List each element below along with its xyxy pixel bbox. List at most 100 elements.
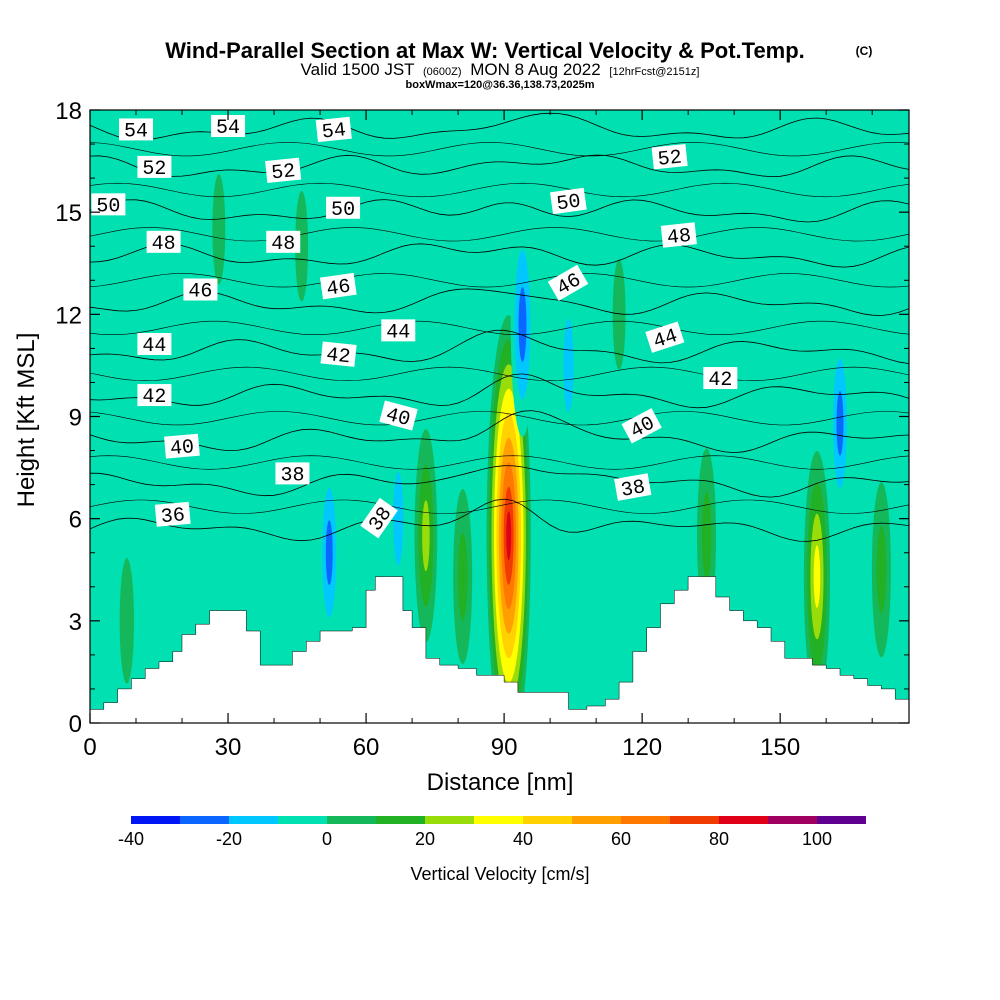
contour-label-box [183,278,218,301]
colorbar-tick-label: 100 [802,829,832,849]
isentrope-52 [90,154,909,178]
velocity-band [518,287,527,362]
contour-label-box [211,115,246,138]
contour-label: 52 [651,143,688,172]
contour-label: 50 [550,187,587,216]
y-tick-label: 9 [69,405,82,432]
contour-label-box [154,501,191,527]
terrain [90,576,909,723]
y-tick-label: 18 [55,98,82,125]
velocity-band [212,173,226,285]
isentrope-50 [90,199,909,223]
contour-label: 54 [315,116,352,145]
contour-label: 38 [614,473,652,503]
colorbar-swatch [180,816,229,824]
contour-label-box [621,408,662,444]
velocity-band [119,558,134,684]
contour-label-box [614,473,652,501]
contour-label-box [703,367,738,390]
colorbar-swatch [670,816,719,824]
colorbar: -40 -20 0 20 40 60 80 100 [118,816,866,849]
y-tick-label: 0 [69,711,82,738]
contour-label: 52 [137,155,172,181]
contour-label-text: 54 [216,117,240,140]
contour-label-box [137,332,172,355]
contour-label-text: 42 [142,386,166,409]
x-tick-label: 90 [491,734,518,761]
y-tick-label: 6 [69,507,82,534]
contour-label-text: 38 [619,476,647,503]
velocity-band [612,259,626,370]
velocity-band [457,532,468,621]
velocity-band [563,318,574,413]
colorbar-swatch [327,816,376,824]
velocity-band [542,115,558,241]
contour-label-text: 42 [325,344,351,369]
velocity-field [119,115,891,723]
contour-label: 50 [91,193,126,218]
y-tick-label: 12 [55,302,82,329]
colorbar-swatch [768,816,817,824]
isentrope-minor [90,320,909,335]
valid-prefix: Valid 1500 JST [301,60,415,79]
chart-title-suffix: (C) [856,44,873,58]
colorbar-swatch [817,816,866,824]
contour-label-box [547,264,589,301]
isentrope-44 [90,329,909,364]
velocity-band [393,472,404,566]
colorbar-swatch [425,816,474,824]
chart-title: Wind-Parallel Section at Max W: Vertical… [165,38,805,63]
contour-label: 36 [154,501,191,529]
contour-label-box [164,433,200,459]
contour-label: 44 [381,319,416,344]
contour-label-text: 46 [188,280,212,303]
velocity-band [745,217,760,344]
contour-label-text: 42 [708,369,732,392]
contour-label: 46 [183,278,218,303]
colorbar-tick-label: 80 [709,829,729,849]
colorbar-swatch [376,816,425,824]
x-tick-label: 150 [760,734,800,761]
colorbar-tick-label: 0 [322,829,332,849]
contour-label-box [360,497,398,539]
x-axis: 0 30 60 90 120 150 [83,110,873,761]
contour-label-box [379,400,418,431]
contour-label-text: 50 [555,190,582,216]
contour-label-text: 52 [270,160,296,185]
contour-label: 48 [266,230,301,256]
velocity-band [506,511,512,561]
contour-label-text: 50 [331,199,355,222]
isentrope-minor [90,142,909,157]
contour-label-box [266,230,301,253]
velocity-band [325,520,333,586]
colorbar-swatch [621,816,670,824]
contour-label: 48 [660,222,697,250]
contour-label-text: 46 [325,276,352,302]
isentrope-42 [90,373,909,409]
contour-label: 54 [119,118,154,143]
contour-label-text: 44 [142,335,166,358]
x-tick-label: 60 [353,734,380,761]
contour-label-box [651,143,688,170]
isentrope-minor [90,411,909,426]
y-axis-label: Height [Kft MSL] [13,333,40,508]
contour-label-text: 48 [152,233,176,256]
contour-label-box [319,272,357,300]
contour-label-text: 52 [142,158,166,181]
forecast-tag: [12hrFcst@2151z] [609,66,699,78]
contour-label-box [550,187,587,215]
contour-label-text: 38 [280,464,304,487]
contour-label-box [660,222,697,248]
contour-label-box [275,462,310,485]
contour-label-box [146,230,181,253]
x-axis-label: Distance [nm] [427,769,574,796]
colorbar-tick-label: 20 [415,829,435,849]
contour-label-box [381,319,416,342]
contour-label-box [645,321,685,353]
contour-label-text: 52 [657,146,683,171]
contour-label: 38 [275,462,310,487]
y-tick-label: 3 [69,609,82,636]
colorbar-label: Vertical Velocity [cm/s] [410,864,589,884]
